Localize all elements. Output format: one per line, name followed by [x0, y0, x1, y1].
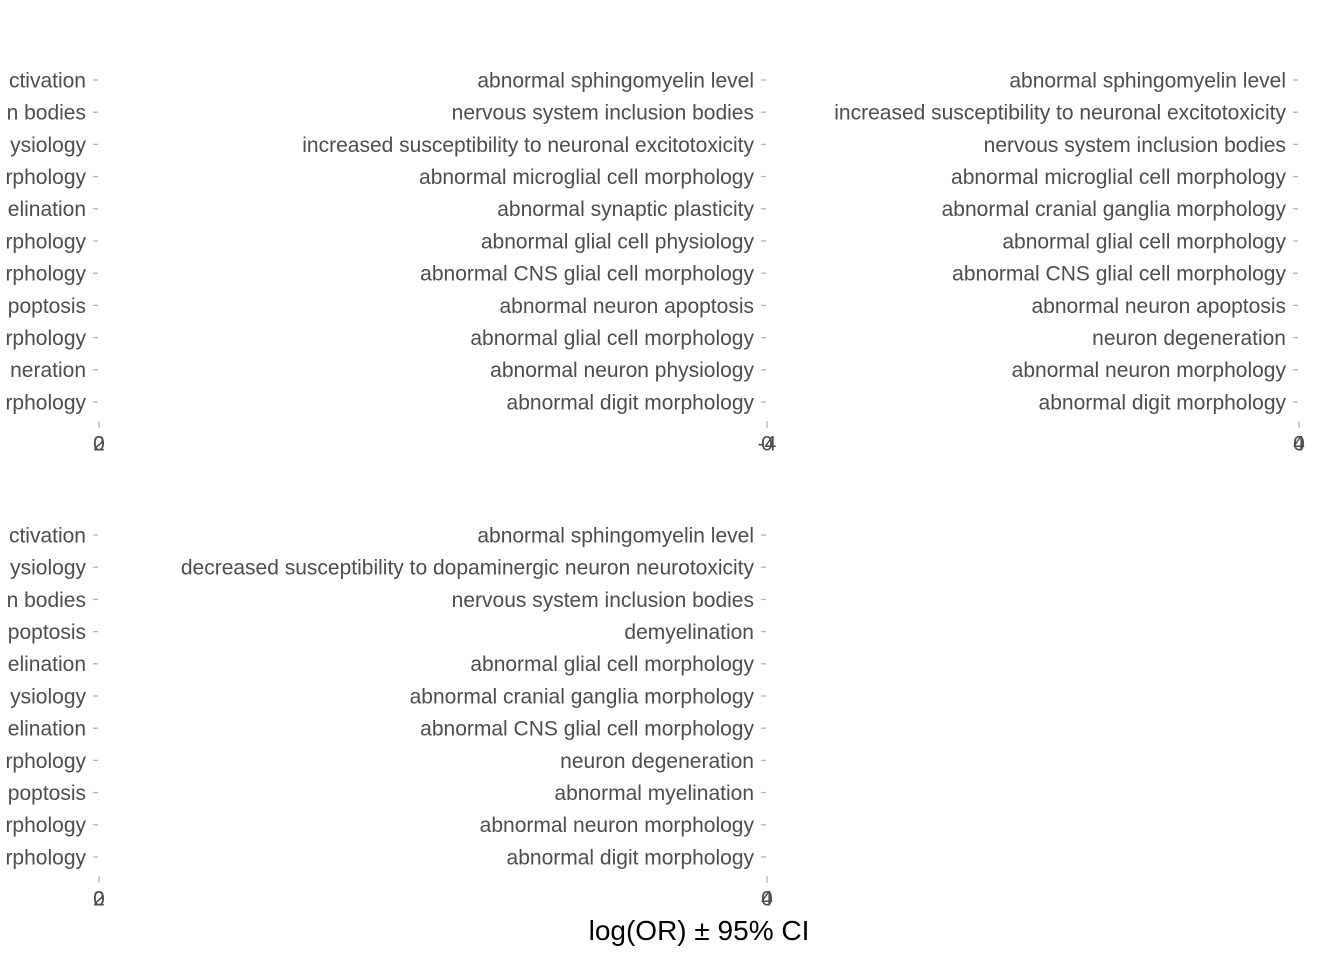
y-tick-label: abnormal glial cell physiology: [481, 230, 755, 253]
y-tick-label: abnormal digit morphology: [507, 391, 755, 414]
y-tick-label: rphology: [5, 814, 86, 837]
y-tick-label: poptosis: [8, 295, 86, 318]
y-tick-label: abnormal neuron apoptosis: [1031, 295, 1286, 318]
panel-r2-c1: ctivation ysiology n bodies poptosis elinati…: [5, 524, 104, 910]
y-tick-label: neuron degeneration: [1092, 327, 1286, 350]
y-tick-label: abnormal neuron apoptosis: [499, 295, 754, 318]
y-tick-label: rphology: [5, 166, 86, 189]
y-tick-label: abnormal digit morphology: [507, 846, 755, 869]
y-tick-label: abnormal CNS glial cell morphology: [952, 263, 1286, 286]
y-tick-label: neration: [10, 359, 86, 382]
y-tick-label: abnormal CNS glial cell morphology: [420, 718, 754, 741]
y-tick-label: abnormal sphingomyelin level: [477, 69, 754, 92]
y-tick-label: abnormal neuron physiology: [490, 359, 754, 382]
y-tick-label: abnormal CNS glial cell morphology: [420, 263, 754, 286]
x-tick-label: 4: [1293, 432, 1305, 455]
y-tick-label: abnormal neuron morphology: [480, 814, 755, 837]
y-tick-label: rphology: [5, 846, 86, 869]
y-tick-label: increased susceptibility to neuronal exc…: [834, 102, 1286, 125]
y-tick-label: abnormal glial cell morphology: [1002, 230, 1286, 253]
y-tick-label: rphology: [5, 230, 86, 253]
y-tick-label: ysiology: [10, 685, 86, 708]
x-tick-label: 2: [93, 887, 105, 910]
y-tick-label: neuron degeneration: [560, 750, 754, 773]
y-tick-label: elination: [8, 653, 86, 676]
y-tick-label: abnormal sphingomyelin level: [1009, 69, 1286, 92]
y-tick-label: increased susceptibility to neuronal exc…: [302, 134, 754, 157]
y-tick-label: n bodies: [7, 102, 86, 125]
y-tick-label: abnormal glial cell morphology: [470, 327, 754, 350]
y-tick-label: n bodies: [7, 589, 86, 612]
y-tick-label: elination: [8, 198, 86, 221]
panel-r1-c1: ctivation n bodies ysiology rphology elinati…: [5, 69, 104, 455]
y-tick-label: abnormal cranial ganglia morphology: [942, 198, 1287, 221]
y-tick-label: abnormal microglial cell morphology: [419, 166, 754, 189]
x-tick-label: 0: [93, 887, 105, 910]
y-tick-label: abnormal myelination: [554, 782, 754, 805]
y-tick-label: nervous system inclusion bodies: [984, 134, 1286, 157]
panel-r1-c3: abnormal sphingomyelin level increased su…: [834, 69, 1305, 455]
x-tick-label: 0: [93, 432, 105, 455]
y-tick-label: ctivation: [9, 69, 86, 92]
panel-r2-c2: abnormal sphingomyelin level decreased su…: [181, 524, 773, 910]
x-tick-label: 0: [761, 432, 773, 455]
y-tick-label: abnormal neuron morphology: [1012, 359, 1287, 382]
y-tick-label: abnormal digit morphology: [1039, 391, 1287, 414]
y-tick-label: poptosis: [8, 621, 86, 644]
y-tick-label: nervous system inclusion bodies: [452, 102, 754, 125]
y-tick-label: abnormal microglial cell morphology: [951, 166, 1286, 189]
x-tick-label: 0: [761, 887, 773, 910]
y-tick-label: rphology: [5, 263, 86, 286]
y-tick-label: rphology: [5, 391, 86, 414]
x-tick-label: -4: [758, 432, 777, 455]
y-tick-label: ysiology: [10, 557, 86, 580]
x-tick-label: 2: [93, 432, 105, 455]
y-tick-label: decreased susceptibility to dopaminergic…: [181, 557, 755, 580]
y-tick-label: poptosis: [8, 782, 86, 805]
y-tick-label: rphology: [5, 750, 86, 773]
y-tick-label: abnormal cranial ganglia morphology: [410, 685, 755, 708]
y-tick-label: elination: [8, 718, 86, 741]
panel-r1-c2: abnormal sphingomyelin level nervous syst…: [302, 69, 776, 455]
y-tick-label: rphology: [5, 327, 86, 350]
y-tick-label: abnormal sphingomyelin level: [477, 524, 754, 547]
y-tick-label: ysiology: [10, 134, 86, 157]
y-tick-label: abnormal synaptic plasticity: [497, 198, 754, 221]
x-axis-title: log(OR) ± 95% CI: [589, 915, 810, 946]
y-tick-label: abnormal glial cell morphology: [470, 653, 754, 676]
chart-panels: ctivation n bodies ysiology rphology elinati…: [5, 69, 1305, 910]
y-tick-label: nervous system inclusion bodies: [452, 589, 754, 612]
y-tick-label: demyelination: [624, 621, 754, 644]
y-tick-label: ctivation: [9, 524, 86, 547]
x-tick-label: 4: [761, 887, 773, 910]
x-tick-label: 0: [1293, 432, 1305, 455]
